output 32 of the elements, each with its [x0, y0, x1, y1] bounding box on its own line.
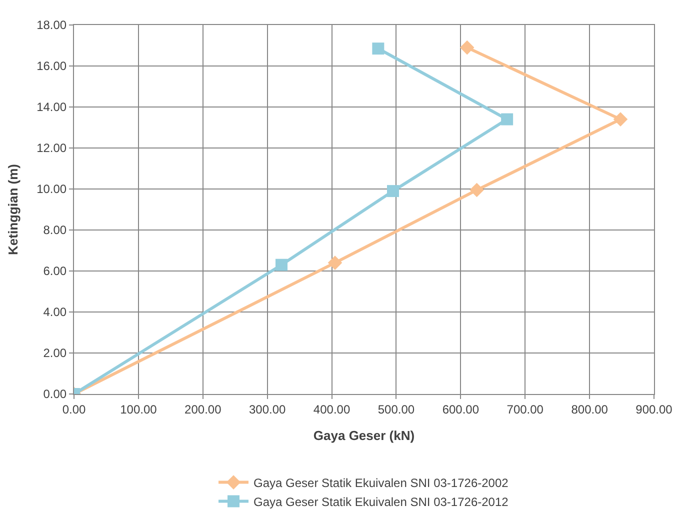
legend-label: Gaya Geser Statik Ekuivalen SNI 03-1726-2002: [254, 476, 509, 490]
y-axis-title: Ketinggian (m): [6, 164, 21, 255]
x-tick-label: 400.00: [313, 402, 350, 416]
legend-label: Gaya Geser Statik Ekuivalen SNI 03-1726-2012: [254, 494, 509, 509]
y-tick-label: 18.00: [36, 18, 67, 32]
y-tick-label: 6.00: [43, 264, 67, 278]
y-tick-label: 10.00: [36, 182, 67, 196]
point: [613, 112, 628, 126]
y-tick-label: 12.00: [36, 141, 67, 156]
y-tick-label: 16.00: [36, 59, 67, 74]
point: [387, 185, 399, 198]
x-tick-label: 800.00: [571, 402, 608, 416]
y-tick-label: 0.00: [43, 387, 67, 402]
x-tick-label: 600.00: [442, 402, 480, 416]
point: [372, 42, 384, 55]
y-tick-label: 4.00: [43, 305, 67, 320]
x-tick-label: 100.00: [120, 402, 158, 416]
x-tick-label: 300.00: [248, 402, 286, 416]
x-tick-label: 0.00: [62, 402, 86, 416]
y-tick-label: 8.00: [43, 223, 67, 238]
x-tick-label: 500.00: [378, 402, 415, 416]
x-axis-title: Gaya Geser (kN): [313, 428, 415, 443]
y-tick-label: 14.00: [36, 100, 67, 114]
point: [470, 182, 484, 198]
x-tick-label: 700.00: [506, 402, 544, 416]
x-tick-label: 200.00: [184, 402, 222, 416]
x-tick-label: 900.00: [636, 402, 673, 416]
point: [276, 258, 288, 271]
y-tick-label: 2.00: [43, 346, 67, 360]
point: [460, 40, 474, 55]
point: [328, 256, 342, 270]
point: [501, 113, 514, 126]
